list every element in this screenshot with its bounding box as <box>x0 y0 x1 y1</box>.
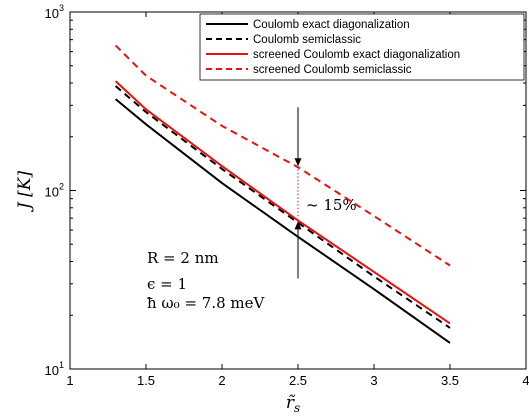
legend-label-2: Coulomb semiclassic <box>253 34 361 46</box>
x-tick-label: 4 <box>522 373 529 388</box>
param-frequency: ħ ω₀ = 7.8 meV <box>147 294 266 312</box>
y-tick-label: 101 <box>45 360 64 378</box>
legend-box <box>199 13 525 81</box>
y-tick-label: 102 <box>45 182 64 200</box>
x-axis-title-sub: s <box>294 401 300 415</box>
legend-label-3: screened Coulomb exact diagonalization <box>253 49 460 61</box>
arrow-down-head <box>294 158 302 167</box>
x-tick-label: 3.5 <box>441 373 459 388</box>
series-line-4 <box>114 44 451 267</box>
arrow-up-head <box>294 221 302 230</box>
x-tick-label: 2.5 <box>289 373 307 388</box>
series-line-1 <box>114 98 451 344</box>
legend-label-4: screened Coulomb semiclassic <box>253 64 412 76</box>
x-tick-label: 2 <box>218 373 225 388</box>
x-tick-label: 1.5 <box>137 373 155 388</box>
x-axis-title: r̃s <box>286 393 300 415</box>
series-layer <box>114 44 451 344</box>
legend-label-1: Coulomb exact diagonalization <box>253 19 410 31</box>
percent-label: ~ 15% <box>306 196 357 214</box>
param-epsilon: ϵ = 1 <box>147 275 187 293</box>
annotation-layer <box>294 107 302 279</box>
series-line-3 <box>114 80 451 325</box>
param-radius: R = 2 nm <box>147 249 219 267</box>
legend: Coulomb exact diagonalization Coulomb se… <box>199 13 525 81</box>
y-tick-label: 103 <box>45 3 64 21</box>
y-axis-title: J [K] <box>15 171 35 213</box>
x-axis-title-main: r̃ <box>286 393 296 413</box>
series-line-2 <box>114 85 451 329</box>
x-tick-label: 1 <box>66 373 73 388</box>
x-tick-label: 3 <box>370 373 377 388</box>
plot-frame <box>69 11 527 370</box>
